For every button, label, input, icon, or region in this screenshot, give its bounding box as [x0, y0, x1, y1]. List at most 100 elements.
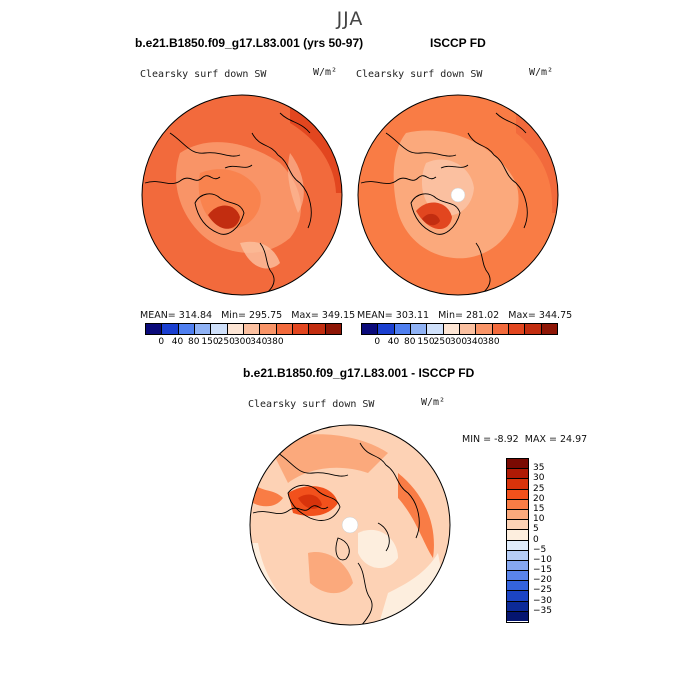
panel1-polar-map — [141, 94, 343, 296]
colorbar-tick-label: 300 — [233, 337, 252, 347]
panel1-contour-fields — [142, 95, 342, 295]
colorbar-tick-label: −5 — [533, 544, 547, 555]
diff-min-label: MIN = — [462, 434, 492, 445]
colorbar-swatch — [178, 324, 195, 334]
diff-coastlines — [252, 442, 420, 625]
panel1-colorbar-ticks: 0 40 80 150 250 300 340 380 — [145, 337, 340, 349]
colorbar-swatch — [260, 324, 277, 334]
colorbar-swatch — [427, 324, 444, 334]
panel1-colorbar — [145, 323, 342, 335]
colorbar-swatch — [507, 509, 528, 521]
colorbar-swatch — [507, 469, 528, 480]
colorbar-tick-label: −20 — [533, 575, 552, 586]
colorbar-swatch — [507, 479, 528, 490]
colorbar-tick-label: 380 — [266, 337, 284, 347]
colorbar-tick-label: 80 — [404, 337, 416, 347]
diff-min-value: -8.92 — [494, 434, 519, 445]
colorbar-swatch — [162, 324, 179, 334]
colorbar-swatch — [410, 324, 428, 334]
colorbar-tick-label: 35 — [533, 463, 545, 474]
colorbar-swatch — [362, 324, 379, 334]
colorbar-swatch — [507, 601, 528, 612]
colorbar-tick-label: 150 — [417, 337, 435, 347]
colorbar-swatch — [541, 324, 557, 334]
diff-polar-map — [249, 424, 451, 626]
colorbar-swatch — [507, 550, 528, 561]
colorbar-swatch — [476, 324, 493, 334]
diff-stats: MIN = -8.92 MAX = 24.97 — [462, 434, 587, 445]
diff-map-border — [249, 424, 451, 626]
panel2-units-label: W/m² — [529, 67, 554, 78]
colorbar-swatch — [525, 324, 542, 334]
colorbar-tick-label: −30 — [533, 595, 552, 606]
colorbar-tick-label: 250 — [433, 337, 451, 347]
colorbar-tick-label: 30 — [533, 473, 545, 484]
colorbar-swatch — [507, 520, 528, 531]
colorbar-tick-label: 340 — [250, 337, 268, 347]
diff-max-label: MAX = — [524, 434, 557, 445]
diff-pole-hole — [341, 516, 359, 534]
panel1-min-label: Min= — [221, 310, 246, 321]
colorbar-tick-label: −10 — [533, 554, 552, 565]
panel2-min-value: 281.02 — [465, 310, 500, 321]
panel2-stats: MEAN= 303.11 Min= 281.02 Max= 344.75 — [357, 310, 572, 321]
colorbar-tick-label: −35 — [533, 605, 552, 616]
panel2-case-title: ISCCP FD — [430, 36, 486, 50]
colorbar-tick-label: 340 — [466, 337, 484, 347]
panel2-map-border — [357, 94, 559, 296]
colorbar-swatch — [507, 611, 528, 621]
colorbar-tick-label: 5 — [533, 524, 539, 535]
panel1-max-value: 349.15 — [321, 310, 356, 321]
colorbar-swatch — [507, 499, 528, 510]
colorbar-tick-label: 0 — [374, 337, 381, 347]
panel2-max-label: Max= — [508, 310, 536, 321]
diff-title: b.e21.B1850.f09_g17.L83.001 - ISCCP FD — [243, 366, 475, 380]
colorbar-swatch — [507, 581, 528, 592]
panel2-mean-value: 303.11 — [395, 310, 430, 321]
colorbar-swatch — [492, 324, 509, 334]
colorbar-tick-label: 20 — [533, 493, 545, 504]
colorbar-swatch — [292, 324, 310, 334]
colorbar-tick-label: 40 — [387, 337, 400, 347]
colorbar-swatch — [194, 324, 212, 334]
diff-colorbar — [506, 458, 529, 623]
diff-colorbar-ticks: 35 30 25 20 15 10 5 0 −5 −10 −15 −20 −25 −30 −35 — [533, 458, 573, 621]
panel2-polar-map — [357, 94, 559, 296]
colorbar-swatch — [276, 324, 293, 334]
panel1-mean-value: 314.84 — [178, 310, 213, 321]
panel2-coastlines — [360, 112, 528, 295]
colorbar-swatch — [325, 324, 341, 334]
colorbar-tick-label: 25 — [533, 483, 545, 494]
colorbar-tick-label: 0 — [158, 337, 165, 347]
colorbar-swatch — [507, 489, 528, 500]
panel2-min-label: Min= — [438, 310, 463, 321]
colorbar-tick-label: 300 — [449, 337, 468, 347]
colorbar-swatch — [507, 530, 528, 541]
colorbar-swatch — [508, 324, 526, 334]
colorbar-tick-label: 80 — [188, 337, 200, 347]
colorbar-swatch — [507, 571, 528, 582]
panel1-mean-label: MEAN= — [140, 310, 176, 321]
colorbar-swatch — [443, 324, 460, 334]
panel2-pole-hole — [450, 187, 466, 203]
colorbar-swatch — [211, 324, 228, 334]
panel2-colorbar — [361, 323, 558, 335]
colorbar-swatch — [507, 459, 528, 470]
colorbar-tick-label: 250 — [217, 337, 235, 347]
colorbar-swatch — [459, 324, 477, 334]
colorbar-tick-label: −25 — [533, 585, 552, 596]
panel2-mean-label: MEAN= — [357, 310, 393, 321]
colorbar-swatch — [146, 324, 163, 334]
panel1-max-label: Max= — [291, 310, 319, 321]
colorbar-tick-label: 10 — [533, 514, 545, 525]
colorbar-tick-label: 150 — [201, 337, 219, 347]
colorbar-swatch — [507, 591, 528, 602]
colorbar-swatch — [309, 324, 326, 334]
panel1-min-value: 295.75 — [248, 310, 283, 321]
panel1-units-label: W/m² — [313, 67, 338, 78]
diff-variable-label: Clearsky surf down SW — [248, 399, 375, 410]
colorbar-swatch — [227, 324, 244, 334]
colorbar-tick-label: 15 — [533, 503, 545, 514]
panel1-map-border — [141, 94, 343, 296]
panel1-case-title: b.e21.B1850.f09_g17.L83.001 (yrs 50-97) — [135, 36, 364, 50]
